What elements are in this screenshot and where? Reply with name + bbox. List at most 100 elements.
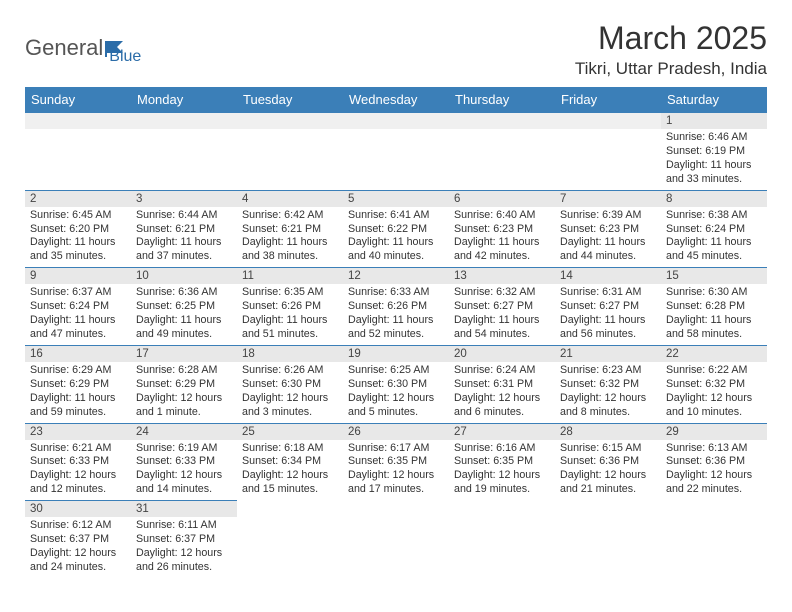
weekday-header: Monday xyxy=(131,87,237,113)
day-number-cell: 1 xyxy=(661,113,767,130)
daylight-line: Daylight: 11 hours and 44 minutes. xyxy=(560,236,656,264)
sunrise-line: Sunrise: 6:45 AM xyxy=(30,209,126,223)
sunrise-line: Sunrise: 6:41 AM xyxy=(348,209,444,223)
sunrise-line: Sunrise: 6:46 AM xyxy=(666,131,762,145)
day-content-cell: Sunrise: 6:21 AMSunset: 6:33 PMDaylight:… xyxy=(25,440,131,501)
sunrise-line: Sunrise: 6:42 AM xyxy=(242,209,338,223)
daylight-line: Daylight: 12 hours and 26 minutes. xyxy=(136,547,232,575)
daylight-line: Daylight: 11 hours and 56 minutes. xyxy=(560,314,656,342)
day-number-cell: 7 xyxy=(555,190,661,207)
sunset-line: Sunset: 6:20 PM xyxy=(30,223,126,237)
sunset-line: Sunset: 6:24 PM xyxy=(666,223,762,237)
calendar-body: 1Sunrise: 6:46 AMSunset: 6:19 PMDaylight… xyxy=(25,113,767,578)
day-content-row: Sunrise: 6:37 AMSunset: 6:24 PMDaylight:… xyxy=(25,284,767,345)
empty-daynum-cell xyxy=(555,113,661,130)
day-number-cell: 17 xyxy=(131,345,237,362)
day-content-cell: Sunrise: 6:15 AMSunset: 6:36 PMDaylight:… xyxy=(555,440,661,501)
empty-content-cell xyxy=(449,517,555,578)
weekday-header: Sunday xyxy=(25,87,131,113)
daylight-line: Daylight: 12 hours and 19 minutes. xyxy=(454,469,550,497)
title-block: March 2025 Tikri, Uttar Pradesh, India xyxy=(575,20,767,79)
daylight-line: Daylight: 12 hours and 6 minutes. xyxy=(454,392,550,420)
sunset-line: Sunset: 6:33 PM xyxy=(136,455,232,469)
sunset-line: Sunset: 6:23 PM xyxy=(454,223,550,237)
day-content-cell: Sunrise: 6:23 AMSunset: 6:32 PMDaylight:… xyxy=(555,362,661,423)
day-content-cell: Sunrise: 6:24 AMSunset: 6:31 PMDaylight:… xyxy=(449,362,555,423)
empty-content-cell xyxy=(343,517,449,578)
day-content-cell: Sunrise: 6:29 AMSunset: 6:29 PMDaylight:… xyxy=(25,362,131,423)
day-content-row: Sunrise: 6:46 AMSunset: 6:19 PMDaylight:… xyxy=(25,129,767,190)
sunrise-line: Sunrise: 6:12 AM xyxy=(30,519,126,533)
day-content-cell: Sunrise: 6:28 AMSunset: 6:29 PMDaylight:… xyxy=(131,362,237,423)
day-number-row: 1 xyxy=(25,113,767,130)
empty-content-cell xyxy=(25,129,131,190)
day-number-cell: 14 xyxy=(555,268,661,285)
day-content-cell: Sunrise: 6:13 AMSunset: 6:36 PMDaylight:… xyxy=(661,440,767,501)
sunset-line: Sunset: 6:35 PM xyxy=(348,455,444,469)
day-number-cell: 12 xyxy=(343,268,449,285)
empty-daynum-cell xyxy=(449,501,555,518)
empty-content-cell xyxy=(237,129,343,190)
sunset-line: Sunset: 6:37 PM xyxy=(136,533,232,547)
empty-daynum-cell xyxy=(661,501,767,518)
day-number-cell: 8 xyxy=(661,190,767,207)
daylight-line: Daylight: 12 hours and 12 minutes. xyxy=(30,469,126,497)
day-number-cell: 6 xyxy=(449,190,555,207)
daylight-line: Daylight: 11 hours and 54 minutes. xyxy=(454,314,550,342)
day-content-cell: Sunrise: 6:33 AMSunset: 6:26 PMDaylight:… xyxy=(343,284,449,345)
day-content-cell: Sunrise: 6:18 AMSunset: 6:34 PMDaylight:… xyxy=(237,440,343,501)
sunset-line: Sunset: 6:21 PM xyxy=(136,223,232,237)
weekday-header: Friday xyxy=(555,87,661,113)
day-number-row: 3031 xyxy=(25,501,767,518)
sunrise-line: Sunrise: 6:16 AM xyxy=(454,442,550,456)
sunrise-line: Sunrise: 6:21 AM xyxy=(30,442,126,456)
empty-content-cell xyxy=(555,517,661,578)
day-number-cell: 13 xyxy=(449,268,555,285)
day-content-cell: Sunrise: 6:12 AMSunset: 6:37 PMDaylight:… xyxy=(25,517,131,578)
day-content-cell: Sunrise: 6:26 AMSunset: 6:30 PMDaylight:… xyxy=(237,362,343,423)
day-content-cell: Sunrise: 6:44 AMSunset: 6:21 PMDaylight:… xyxy=(131,207,237,268)
sunrise-line: Sunrise: 6:15 AM xyxy=(560,442,656,456)
sunrise-line: Sunrise: 6:29 AM xyxy=(30,364,126,378)
day-number-row: 23242526272829 xyxy=(25,423,767,440)
day-number-cell: 25 xyxy=(237,423,343,440)
empty-daynum-cell xyxy=(237,113,343,130)
daylight-line: Daylight: 11 hours and 38 minutes. xyxy=(242,236,338,264)
sunset-line: Sunset: 6:25 PM xyxy=(136,300,232,314)
empty-daynum-cell xyxy=(131,113,237,130)
day-number-row: 16171819202122 xyxy=(25,345,767,362)
day-content-row: Sunrise: 6:45 AMSunset: 6:20 PMDaylight:… xyxy=(25,207,767,268)
day-number-row: 2345678 xyxy=(25,190,767,207)
sunrise-line: Sunrise: 6:32 AM xyxy=(454,286,550,300)
day-content-cell: Sunrise: 6:40 AMSunset: 6:23 PMDaylight:… xyxy=(449,207,555,268)
sunset-line: Sunset: 6:32 PM xyxy=(560,378,656,392)
weekday-header: Wednesday xyxy=(343,87,449,113)
day-content-cell: Sunrise: 6:22 AMSunset: 6:32 PMDaylight:… xyxy=(661,362,767,423)
daylight-line: Daylight: 12 hours and 22 minutes. xyxy=(666,469,762,497)
daylight-line: Daylight: 11 hours and 45 minutes. xyxy=(666,236,762,264)
day-number-cell: 26 xyxy=(343,423,449,440)
day-content-cell: Sunrise: 6:42 AMSunset: 6:21 PMDaylight:… xyxy=(237,207,343,268)
daylight-line: Daylight: 11 hours and 35 minutes. xyxy=(30,236,126,264)
sunset-line: Sunset: 6:34 PM xyxy=(242,455,338,469)
sunset-line: Sunset: 6:27 PM xyxy=(560,300,656,314)
empty-daynum-cell xyxy=(25,113,131,130)
daylight-line: Daylight: 11 hours and 52 minutes. xyxy=(348,314,444,342)
sunrise-line: Sunrise: 6:33 AM xyxy=(348,286,444,300)
sunset-line: Sunset: 6:27 PM xyxy=(454,300,550,314)
calendar-table: SundayMondayTuesdayWednesdayThursdayFrid… xyxy=(25,87,767,578)
day-content-cell: Sunrise: 6:17 AMSunset: 6:35 PMDaylight:… xyxy=(343,440,449,501)
day-content-cell: Sunrise: 6:35 AMSunset: 6:26 PMDaylight:… xyxy=(237,284,343,345)
day-number-cell: 15 xyxy=(661,268,767,285)
weekday-header: Thursday xyxy=(449,87,555,113)
day-number-cell: 28 xyxy=(555,423,661,440)
daylight-line: Daylight: 11 hours and 47 minutes. xyxy=(30,314,126,342)
weekday-header-row: SundayMondayTuesdayWednesdayThursdayFrid… xyxy=(25,87,767,113)
day-number-cell: 21 xyxy=(555,345,661,362)
sunset-line: Sunset: 6:37 PM xyxy=(30,533,126,547)
day-number-cell: 19 xyxy=(343,345,449,362)
sunrise-line: Sunrise: 6:26 AM xyxy=(242,364,338,378)
day-number-cell: 18 xyxy=(237,345,343,362)
day-content-cell: Sunrise: 6:46 AMSunset: 6:19 PMDaylight:… xyxy=(661,129,767,190)
sunrise-line: Sunrise: 6:31 AM xyxy=(560,286,656,300)
